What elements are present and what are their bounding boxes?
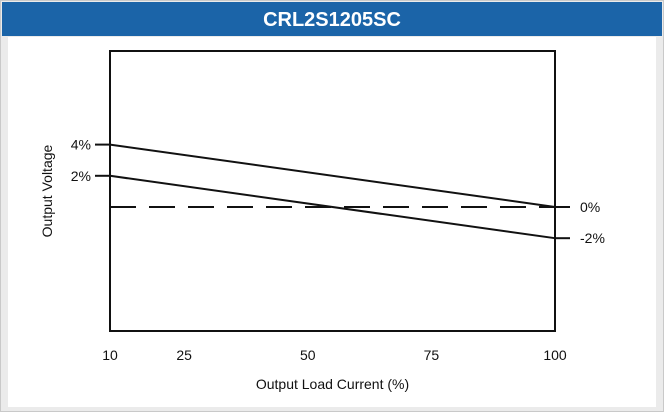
y-tick-label-left-1: 2% [71, 168, 91, 184]
series-line-0 [109, 143, 556, 208]
x-tick-label-4: 100 [543, 347, 567, 363]
x-tick-label-0: 10 [102, 347, 118, 363]
chart-panel [8, 37, 656, 407]
y-tick-label-right-0: 0% [580, 199, 600, 215]
x-tick-label-3: 75 [424, 347, 440, 363]
y-axis-label: Output Voltage [39, 144, 55, 237]
y-tick-label-right-1: -2% [580, 230, 605, 246]
plot-area [109, 50, 556, 332]
chart-title: CRL2S1205SC [2, 2, 662, 36]
y-tick-label-left-0: 4% [71, 137, 91, 153]
x-axis-label: Output Load Current (%) [256, 376, 409, 392]
x-tick-label-1: 25 [176, 347, 192, 363]
series-line-1 [109, 174, 556, 240]
x-tick-label-2: 50 [300, 347, 316, 363]
